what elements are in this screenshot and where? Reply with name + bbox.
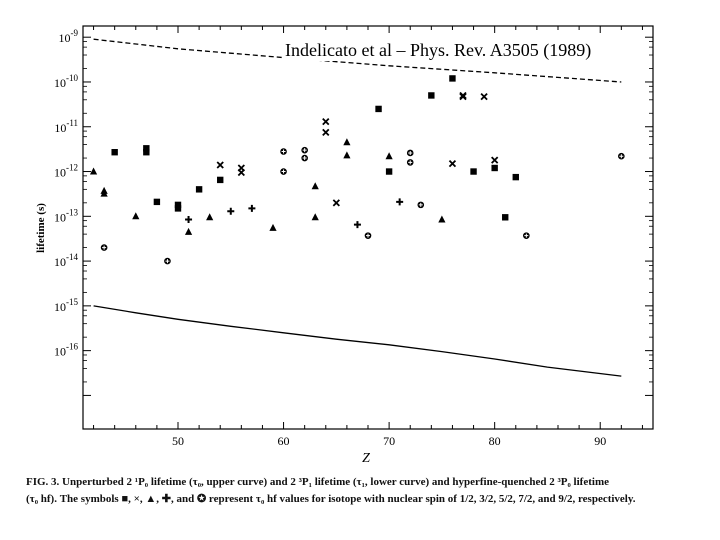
plus-marker [396,198,404,206]
y-tick-label: 10-16 [54,342,78,359]
triangle-marker [100,189,108,197]
square-marker [174,205,182,212]
y-axis-label: lifetime (s) [35,203,47,253]
x-axis: 50 60 70 80 90 [93,26,643,448]
plus-marker [227,207,235,215]
y-tick-label: 10-11 [54,118,78,135]
caption-line-1: FIG. 3. Unperturbed 2 ¹P₀ lifetime (τ₀, … [26,476,609,488]
lifetime-curves [93,38,622,377]
plot-frame [82,25,654,430]
circle-cross-inner [418,202,423,207]
caption-line-2: (τ₀ hf). The symbols ■, ×, ▲, ✚, and ✪ r… [26,493,636,505]
circle-cross-inner [302,148,307,153]
y-tick-label: 10-10 [54,73,78,90]
cross-marker [332,199,340,207]
y-tick-label: 10-12 [54,163,78,180]
lower-curve [93,305,622,377]
triangle-marker [311,213,319,221]
triangle-marker [206,213,214,221]
square-marker [491,164,498,172]
y-axis: 10-9 10-10 10-11 10-12 10-13 10-14 10-15 10-16 [54,28,653,396]
square-marker [153,198,161,206]
triangle-marker [89,167,98,175]
plus-marker [185,215,193,223]
figure-caption: FIG. 3. Unperturbed 2 ¹P₀ lifetime (τ₀, … [26,474,696,508]
x-axis-label: Z [362,451,370,466]
cross-marker [237,168,245,177]
triangle-marker [343,138,351,146]
y-tick-label: 10-13 [54,207,78,224]
y-tick-label: 10-15 [54,297,78,314]
cross-marker [322,128,330,136]
circle-cross-inner [302,156,307,161]
y-tick-label: 10-9 [59,28,79,45]
circle-cross-inner [524,233,529,238]
reference-title: Indelicato et al – Phys. Rev. A3505 (198… [283,40,594,61]
square-marker [111,149,118,156]
cross-marker [459,93,467,101]
plus-marker [353,221,361,229]
square-marker [428,92,435,99]
circle-cross-inner [102,245,107,250]
circle-cross-inner [408,160,413,165]
square-marker [195,186,203,193]
upper-curve [93,38,622,83]
square-marker [512,173,519,181]
y-tick-label: 10-14 [54,252,78,269]
triangle-marker [269,223,277,231]
square-marker [449,75,456,82]
cross-marker [448,160,457,168]
triangle-marker [184,227,193,235]
data-points [89,75,625,265]
circle-cross-inner [619,154,624,159]
cross-marker [216,161,224,169]
x-tick-label: 70 [383,434,395,448]
circle-cross-inner [165,259,170,264]
square-marker [143,145,150,152]
circle-cross-inner [408,150,413,155]
square-marker [502,214,509,221]
square-marker [174,201,182,209]
triangle-marker [343,151,351,159]
triangle-marker [385,152,393,160]
square-marker [385,168,393,175]
x-tick-label: 60 [278,434,290,448]
square-marker [375,105,382,113]
circle-cross-inner [366,233,370,238]
square-marker [143,149,150,156]
square-marker [470,168,477,175]
circle-cross-inner [281,149,286,154]
x-tick-label: 80 [489,434,501,448]
triangle-marker [438,215,446,223]
square-marker [217,176,224,184]
cross-marker [322,118,330,126]
x-tick-label: 90 [594,434,606,448]
triangle-marker [132,212,140,220]
x-tick-label: 50 [172,434,184,448]
circle-cross-inner [281,169,286,174]
plus-marker [248,204,256,212]
cross-marker [491,156,499,164]
cross-marker [480,93,488,101]
triangle-marker [311,182,319,190]
